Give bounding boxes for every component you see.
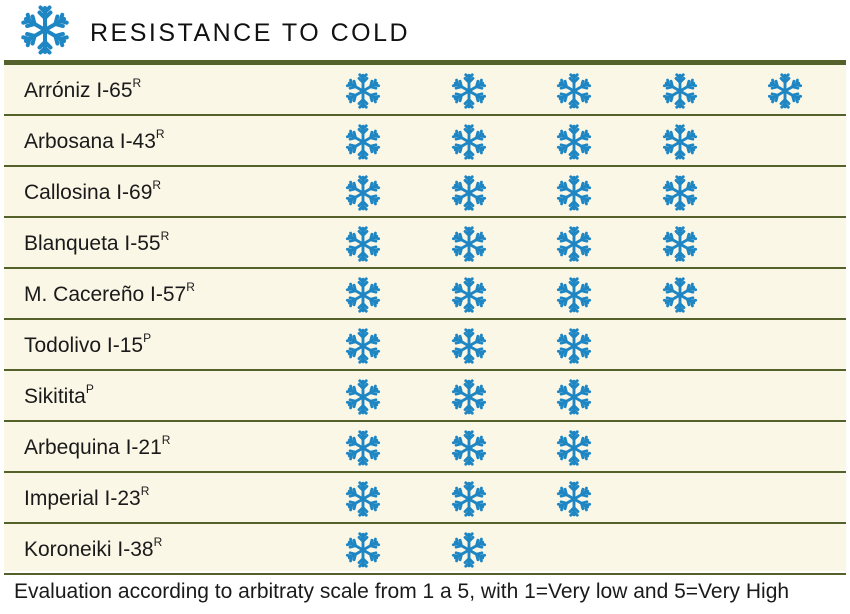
snowflake-icon [345,430,381,466]
variety-superscript: R [140,484,150,498]
variety-name: Blanqueta I-55 [24,232,161,255]
variety-superscript: R [160,229,170,243]
snowflake-icon [345,532,381,568]
variety-name: Sikitita [24,385,86,408]
variety-label: Koroneiki I-38R [24,535,163,562]
snowflake-icon [767,73,803,109]
variety-label: Blanqueta I-55R [24,229,170,256]
snowflake-icon [345,175,381,211]
snowflake-icon [451,328,487,364]
snowflake-icon [556,481,592,517]
variety-label: Arbosana I-43R [24,127,165,154]
snowflake-icon [451,277,487,313]
variety-label: Arbequina I-21R [24,433,171,460]
table-row: M. Cacereño I-57R [4,269,846,320]
variety-superscript: R [153,535,163,549]
snowflake-icon [345,124,381,160]
snowflake-icon [556,124,592,160]
snowflake-icon [345,379,381,415]
variety-label: SikititaP [24,382,94,409]
snowflake-icon [345,226,381,262]
snowflake-icon [345,277,381,313]
snowflake-icon [451,379,487,415]
table-row: Arróniz I-65R [4,65,846,116]
snowflake-icon [451,73,487,109]
chart-title: RESISTANCE TO COLD [90,19,411,47]
snowflake-icon [662,226,698,262]
variety-name: Koroneiki I-38 [24,538,154,561]
table-row: Arbequina I-21R [4,422,846,473]
snowflake-icon [451,430,487,466]
variety-label: Imperial I-23R [24,484,150,511]
table-row: Imperial I-23R [4,473,846,524]
snowflake-icon [451,481,487,517]
snowflake-icon [345,481,381,517]
variety-label: Arróniz I-65R [24,76,142,103]
snowflake-icon [21,5,69,55]
variety-label: Callosina I-69R [24,178,162,205]
footnote: Evaluation according to arbitraty scale … [14,580,790,603]
table-row: Todolivo I-15P [4,320,846,371]
snowflake-icon [451,226,487,262]
snowflake-icon [556,328,592,364]
variety-name: Todolivo I-15 [24,334,144,357]
table-row: SikititaP [4,371,846,422]
variety-superscript: R [186,280,195,294]
variety-name: Imperial I-23 [24,487,141,510]
variety-name: M. Cacereño I-57 [24,283,187,306]
chart-header: RESISTANCE TO COLD [0,0,850,60]
snowflake-icon [556,175,592,211]
snowflake-icon [662,73,698,109]
variety-label: Todolivo I-15P [24,331,152,358]
table-row: Blanqueta I-55R [4,218,846,269]
snowflake-icon [556,430,592,466]
table-row: Koroneiki I-38R [4,524,846,575]
snowflake-icon [345,328,381,364]
variety-superscript: R [155,127,165,141]
snowflake-icon [556,277,592,313]
snowflake-icon [662,175,698,211]
variety-superscript: R [161,433,171,447]
snowflake-icon [556,379,592,415]
variety-superscript: R [132,76,142,90]
variety-superscript: P [85,382,94,396]
snowflake-icon [451,532,487,568]
variety-name: Arbosana I-43 [24,130,156,153]
snowflake-icon [556,73,592,109]
snowflake-icon [662,124,698,160]
table-row: Callosina I-69R [4,167,846,218]
snowflake-icon [451,175,487,211]
table-row: Arbosana I-43R [4,116,846,167]
variety-name: Arróniz I-65 [24,79,133,102]
snowflake-icon [662,277,698,313]
variety-name: Callosina I-69 [24,181,153,204]
variety-label: M. Cacereño I-57R [24,280,195,307]
variety-superscript: P [143,331,152,345]
snowflake-icon [345,73,381,109]
variety-superscript: R [152,178,162,192]
resistance-table: Arróniz I-65R Arbosana I-43R Callosina I-6… [4,60,846,575]
snowflake-icon [556,226,592,262]
snowflake-icon [451,124,487,160]
variety-name: Arbequina I-21 [24,436,162,459]
